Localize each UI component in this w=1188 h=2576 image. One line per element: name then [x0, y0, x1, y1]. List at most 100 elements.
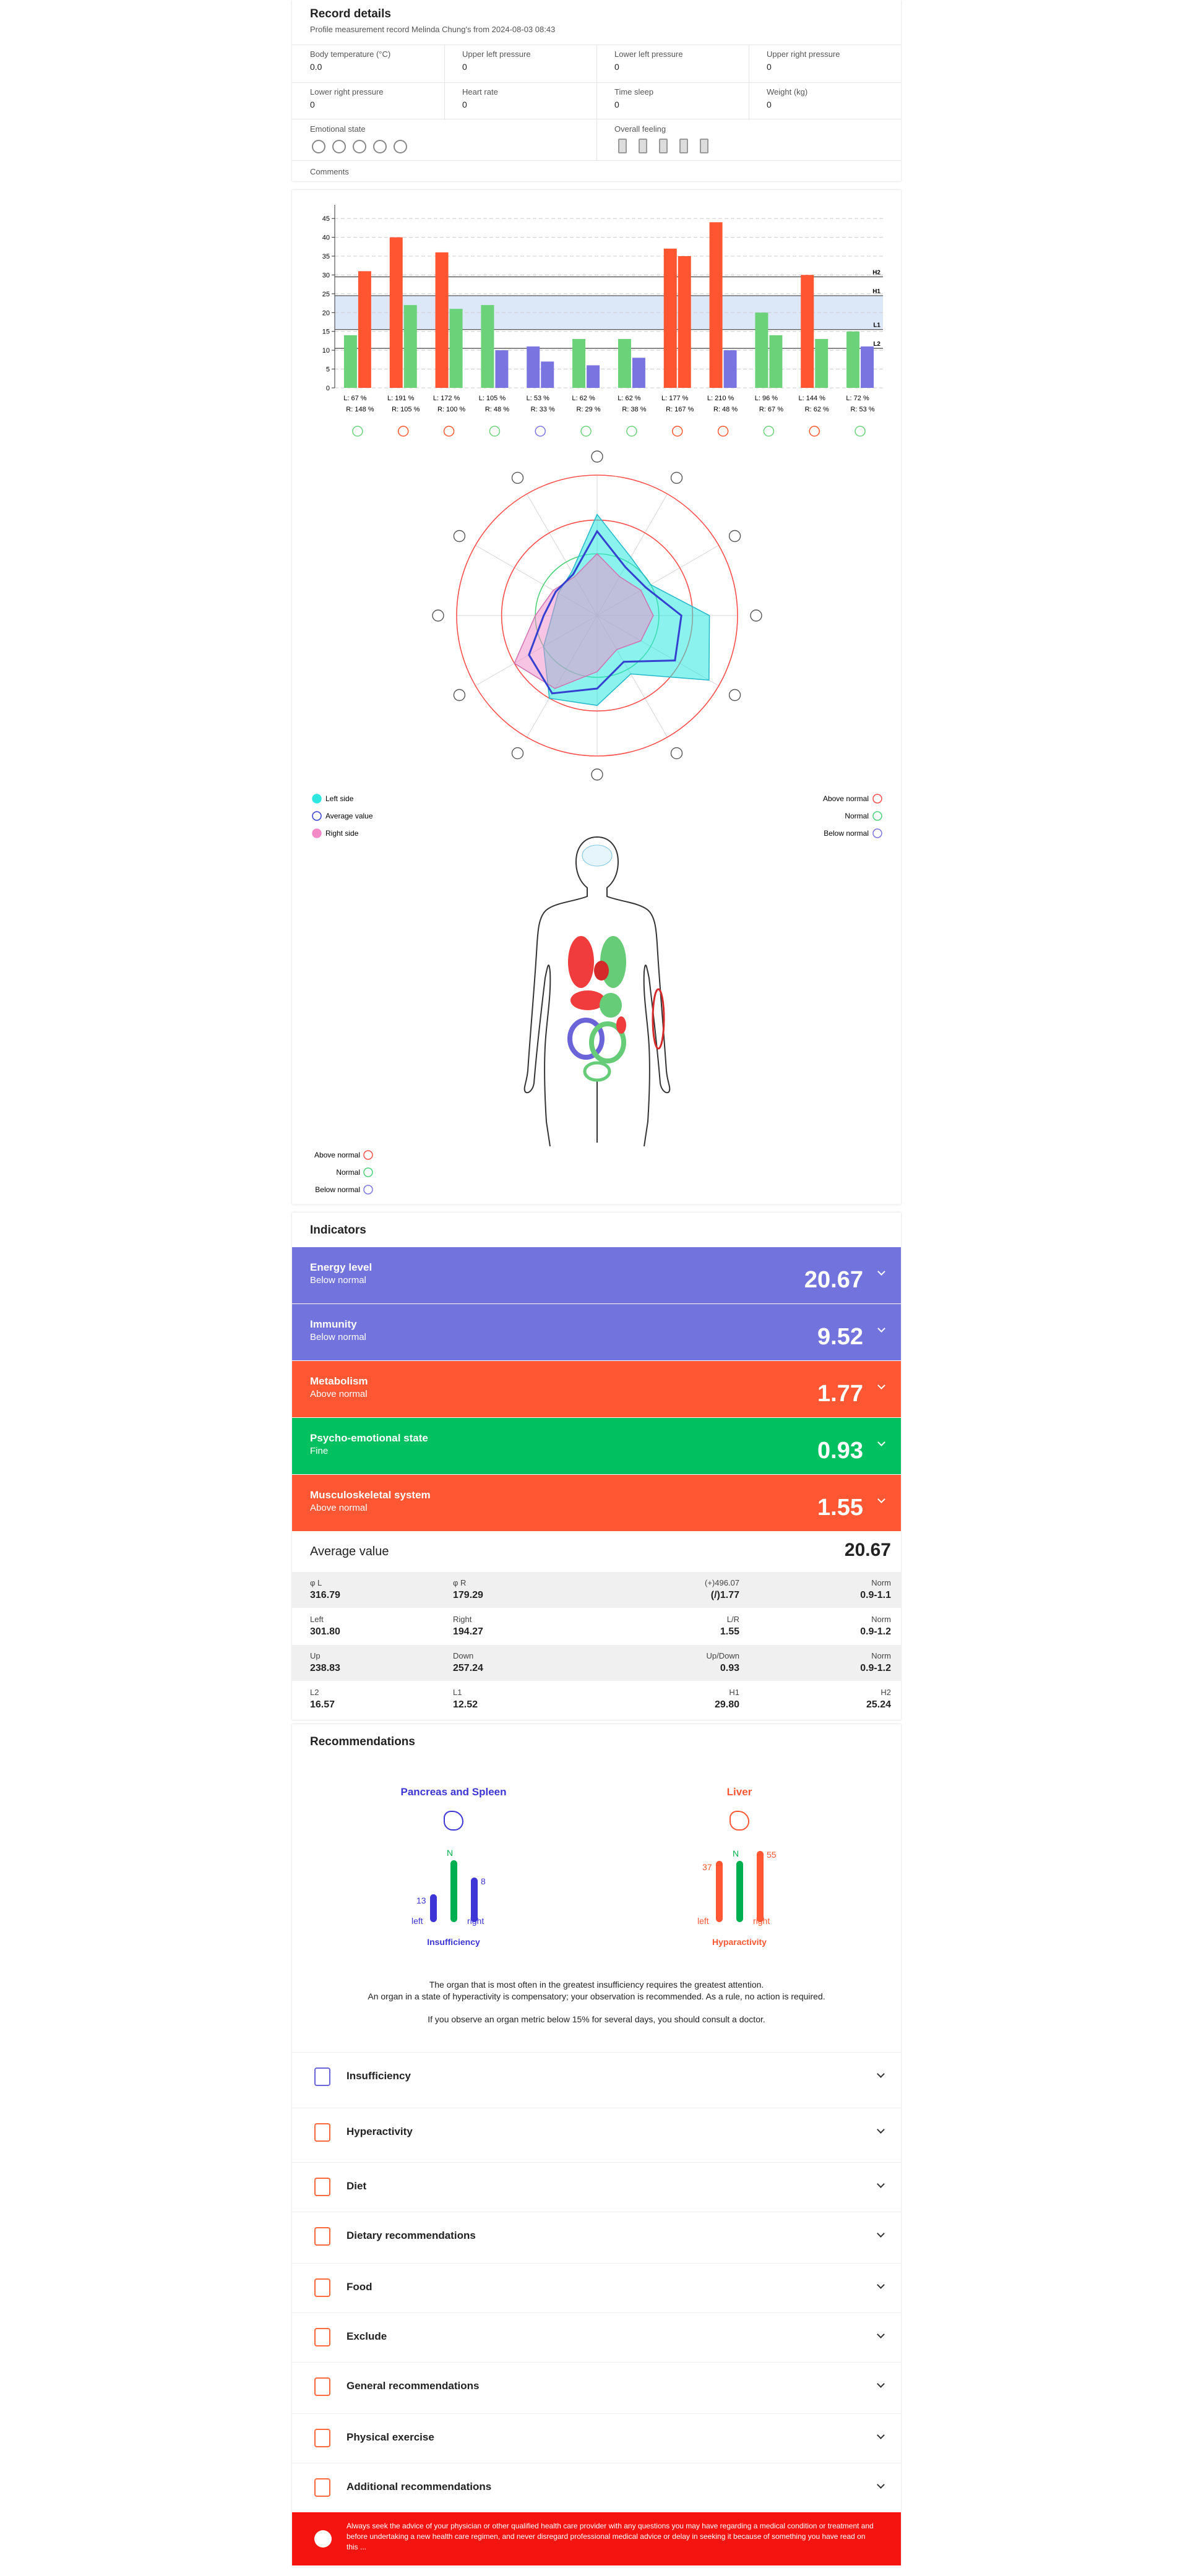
feeling-icon[interactable]: [618, 139, 627, 153]
legend-swatch: [312, 811, 322, 821]
organ: [567, 1018, 605, 1060]
emotion-icon[interactable]: [394, 140, 407, 153]
note: If you observe an organ metric below 15%…: [428, 2014, 765, 2024]
organ-bar: [430, 1894, 437, 1922]
section-title: Insufficiency: [346, 2070, 411, 2082]
x-tick-label: R: 48 %: [713, 406, 738, 413]
y-tick-label: 25: [322, 291, 330, 298]
stat-label: L1: [453, 1688, 462, 1697]
stat-value: 29.80: [714, 1699, 739, 1710]
axis-icon: [670, 471, 683, 484]
emotion-icon[interactable]: [373, 140, 387, 153]
x-tick-label: L: 144 %: [799, 395, 826, 402]
divider: [444, 45, 445, 82]
x-tick-label: L: 172 %: [433, 395, 460, 402]
feeling-icon[interactable]: [659, 139, 668, 153]
organ-bar-label: 13: [416, 1896, 426, 1905]
accordion-row[interactable]: Dietary recommendations: [292, 2212, 901, 2259]
organ-bar-label: 37: [702, 1862, 712, 1872]
stat-value: (/)1.77: [710, 1590, 739, 1600]
axis-icon: [591, 450, 603, 463]
y-tick-label: 45: [322, 215, 330, 223]
indicator-name: Energy level: [310, 1261, 372, 1273]
section-title: Physical exercise: [346, 2431, 434, 2443]
x-tick-label: L: 105 %: [479, 395, 506, 402]
y-tick-label: 35: [322, 253, 330, 260]
indicator-row[interactable]: Psycho-emotional state Fine 0.93: [292, 1418, 901, 1474]
organ-side-label: right: [467, 1916, 484, 1926]
emotion-icon[interactable]: [312, 140, 325, 153]
section-title: General recommendations: [346, 2380, 480, 2392]
indicator-row[interactable]: Immunity Below normal 9.52: [292, 1304, 901, 1360]
accordion-row[interactable]: Physical exercise: [292, 2413, 901, 2461]
x-tick-label: R: 53 %: [851, 406, 875, 413]
feeling-icon[interactable]: [679, 139, 688, 153]
field-label: Lower left pressure: [614, 49, 683, 59]
organ-icon: [626, 426, 637, 437]
chevron: [877, 2380, 885, 2388]
legend-label: Right side: [325, 829, 359, 838]
emotion-icon[interactable]: [332, 140, 346, 153]
stat-value: 16.57: [310, 1699, 335, 1710]
stats-row-bg: [292, 1572, 901, 1608]
axis-icon: [728, 530, 741, 543]
accordion-row[interactable]: Food: [292, 2263, 901, 2311]
stat-value: 194.27: [453, 1626, 483, 1637]
section-icon: [314, 2377, 330, 2396]
stat-label: φ R: [453, 1578, 467, 1587]
stat-label: L/R: [726, 1615, 739, 1624]
stat-label: Right: [453, 1615, 472, 1624]
bar: [709, 222, 723, 388]
stat-label: L2: [310, 1688, 319, 1697]
feeling-icon[interactable]: [639, 139, 647, 153]
field-value: 0: [767, 62, 772, 72]
emotion-icon[interactable]: [353, 140, 366, 153]
accordion-row[interactable]: General recommendations: [292, 2362, 901, 2410]
axis-icon: [591, 768, 603, 781]
bar: [527, 346, 540, 388]
organ: [570, 990, 605, 1010]
divider: [596, 45, 597, 82]
organ-bar: [736, 1861, 743, 1922]
accordion-row[interactable]: Diet: [292, 2162, 901, 2210]
accordion-row[interactable]: Insufficiency: [292, 2052, 901, 2100]
organ-icon: [489, 426, 501, 437]
stat-label: H1: [729, 1688, 739, 1697]
feeling-icon[interactable]: [700, 139, 708, 153]
y-tick-label: 30: [322, 272, 330, 279]
indicator-row[interactable]: Musculoskeletal system Above normal 1.55: [292, 1475, 901, 1531]
organ-icon: [717, 426, 729, 437]
bar: [389, 237, 403, 388]
divider: [292, 160, 901, 161]
recommendations-title: Recommendations: [310, 1735, 415, 1748]
x-tick-label: R: 48 %: [485, 406, 509, 413]
axis-icon: [453, 689, 466, 702]
stat-label: Norm: [871, 1578, 891, 1587]
field-label: Upper left pressure: [462, 49, 531, 59]
accordion-row[interactable]: Exclude: [292, 2312, 901, 2360]
section-icon: [314, 2328, 330, 2346]
x-tick-label: R: 100 %: [437, 406, 465, 413]
indicator-row[interactable]: Metabolism Above normal 1.77: [292, 1361, 901, 1417]
x-tick-label: L: 53 %: [527, 395, 550, 402]
accordion-row[interactable]: Additional recommendations: [292, 2463, 901, 2510]
legend-label: Below normal: [315, 1185, 360, 1194]
chevron: [877, 2330, 885, 2338]
indicator-status: Below normal: [310, 1275, 366, 1286]
organ-icon: [535, 426, 546, 437]
accordion-row[interactable]: Hyperactivity: [292, 2108, 901, 2155]
reference-label: L2: [873, 341, 880, 348]
legend-label: Normal: [336, 1168, 360, 1177]
indicator-status: Fine: [310, 1446, 329, 1456]
stat-label: (+)496.07: [704, 1578, 739, 1587]
reference-label: H1: [872, 288, 880, 295]
stat-value: 238.83: [310, 1663, 340, 1673]
axis-icon: [750, 609, 762, 622]
section-title: Diet: [346, 2180, 367, 2192]
recommendations-card: Recommendations Pancreas and Spleen 13 N 8 l…: [292, 1724, 901, 2567]
bar: [861, 346, 874, 388]
indicator-row[interactable]: Energy level Below normal 20.67: [292, 1247, 901, 1303]
y-tick-label: 10: [322, 347, 330, 354]
stat-label: Left: [310, 1615, 324, 1624]
